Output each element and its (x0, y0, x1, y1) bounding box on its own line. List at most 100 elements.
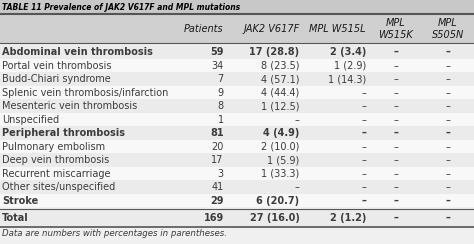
FancyBboxPatch shape (0, 113, 474, 126)
Text: 1 (33.3): 1 (33.3) (261, 169, 300, 179)
Text: –: – (393, 115, 398, 125)
Text: 8: 8 (218, 101, 224, 111)
FancyBboxPatch shape (0, 99, 474, 113)
FancyBboxPatch shape (0, 209, 474, 227)
Text: 2 (10.0): 2 (10.0) (261, 142, 300, 152)
Text: Pulmonary embolism: Pulmonary embolism (2, 142, 106, 152)
Text: TABLE 11 Prevalence of JAK2 V617F and MPL mutations: TABLE 11 Prevalence of JAK2 V617F and MP… (2, 3, 240, 11)
Text: –: – (361, 128, 366, 138)
Text: –: – (446, 101, 450, 111)
Text: Abdominal vein thrombosis: Abdominal vein thrombosis (2, 47, 153, 57)
Text: –: – (446, 155, 450, 165)
Text: –: – (446, 61, 450, 71)
Text: 4 (57.1): 4 (57.1) (261, 74, 300, 84)
Text: Portal vein thrombosis: Portal vein thrombosis (2, 61, 112, 71)
Text: 2 (1.2): 2 (1.2) (329, 213, 366, 223)
Text: 3: 3 (218, 169, 224, 179)
FancyBboxPatch shape (0, 59, 474, 72)
Text: –: – (393, 88, 398, 98)
Text: MPL
W515K: MPL W515K (378, 18, 413, 40)
Text: Peripheral thrombosis: Peripheral thrombosis (2, 128, 125, 138)
Text: Splenic vein thrombosis/infarction: Splenic vein thrombosis/infarction (2, 88, 169, 98)
Text: –: – (361, 142, 366, 152)
FancyBboxPatch shape (0, 153, 474, 167)
Text: JAK2 V617F: JAK2 V617F (243, 24, 300, 34)
Text: 9: 9 (218, 88, 224, 98)
Text: –: – (393, 74, 398, 84)
Text: –: – (393, 101, 398, 111)
Text: 2 (3.4): 2 (3.4) (329, 47, 366, 57)
Text: Recurrent miscarriage: Recurrent miscarriage (2, 169, 111, 179)
Text: –: – (446, 213, 450, 223)
Text: –: – (393, 182, 398, 192)
FancyBboxPatch shape (0, 180, 474, 194)
Text: 169: 169 (203, 213, 224, 223)
FancyBboxPatch shape (0, 0, 474, 14)
Text: –: – (295, 115, 300, 125)
Text: –: – (361, 101, 366, 111)
FancyBboxPatch shape (0, 167, 474, 180)
Text: –: – (393, 128, 398, 138)
Text: –: – (361, 88, 366, 98)
Text: Other sites/unspecified: Other sites/unspecified (2, 182, 116, 192)
Text: –: – (446, 182, 450, 192)
Text: 29: 29 (210, 196, 224, 206)
Text: Mesenteric vein thrombosis: Mesenteric vein thrombosis (2, 101, 137, 111)
Text: –: – (446, 142, 450, 152)
Text: 4 (44.4): 4 (44.4) (261, 88, 300, 98)
Text: 1 (2.9): 1 (2.9) (334, 61, 366, 71)
Text: –: – (393, 155, 398, 165)
Text: –: – (446, 47, 450, 57)
FancyBboxPatch shape (0, 126, 474, 140)
Text: –: – (446, 196, 450, 206)
Text: 8 (23.5): 8 (23.5) (261, 61, 300, 71)
Text: 6 (20.7): 6 (20.7) (256, 196, 300, 206)
Text: 7: 7 (218, 74, 224, 84)
Text: –: – (446, 74, 450, 84)
FancyBboxPatch shape (0, 45, 474, 59)
Text: Budd-Chiari syndrome: Budd-Chiari syndrome (2, 74, 111, 84)
Text: 1 (5.9): 1 (5.9) (267, 155, 300, 165)
Text: Stroke: Stroke (2, 196, 38, 206)
Text: Patients: Patients (184, 24, 224, 34)
Text: –: – (393, 213, 398, 223)
FancyBboxPatch shape (0, 140, 474, 153)
Text: –: – (446, 115, 450, 125)
Text: 17 (28.8): 17 (28.8) (249, 47, 300, 57)
Text: 1 (14.3): 1 (14.3) (328, 74, 366, 84)
Text: –: – (361, 182, 366, 192)
Text: –: – (446, 169, 450, 179)
Text: –: – (361, 169, 366, 179)
Text: Total: Total (2, 213, 29, 223)
Text: –: – (361, 196, 366, 206)
Text: 4 (4.9): 4 (4.9) (263, 128, 300, 138)
Text: –: – (393, 61, 398, 71)
Text: MPL
S505N: MPL S505N (432, 18, 464, 40)
Text: –: – (393, 47, 398, 57)
Text: 27 (16.0): 27 (16.0) (250, 213, 300, 223)
Text: Data are numbers with percentages in parentheses.: Data are numbers with percentages in par… (2, 229, 228, 238)
Text: –: – (446, 88, 450, 98)
Text: Unspecified: Unspecified (2, 115, 60, 125)
Text: 59: 59 (210, 47, 224, 57)
Text: 81: 81 (210, 128, 224, 138)
Text: 1: 1 (218, 115, 224, 125)
Text: 1 (12.5): 1 (12.5) (261, 101, 300, 111)
Text: 41: 41 (211, 182, 224, 192)
Text: –: – (393, 142, 398, 152)
Text: –: – (393, 196, 398, 206)
Text: –: – (446, 128, 450, 138)
FancyBboxPatch shape (0, 72, 474, 86)
Text: 20: 20 (211, 142, 224, 152)
Text: 17: 17 (211, 155, 224, 165)
FancyBboxPatch shape (0, 14, 474, 43)
Text: Deep vein thrombosis: Deep vein thrombosis (2, 155, 109, 165)
FancyBboxPatch shape (0, 86, 474, 99)
Text: 34: 34 (211, 61, 224, 71)
Text: –: – (295, 182, 300, 192)
FancyBboxPatch shape (0, 194, 474, 207)
Text: MPL W515L: MPL W515L (310, 24, 366, 34)
Text: –: – (393, 169, 398, 179)
Text: –: – (361, 155, 366, 165)
Text: –: – (361, 115, 366, 125)
